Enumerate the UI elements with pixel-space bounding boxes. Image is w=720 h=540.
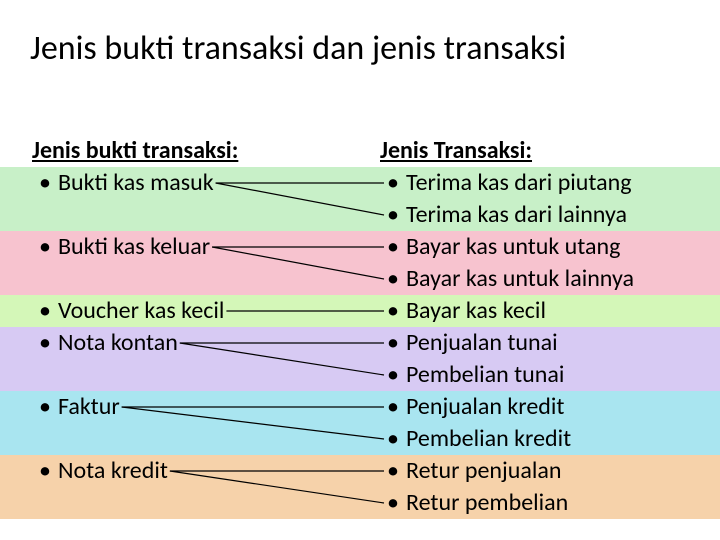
bullet-icon: • [380,423,406,455]
right-item: •Pembelian kredit [380,423,700,455]
right-column: Jenis Transaksi: •Terima kas dari piutan… [380,135,700,519]
right-item-label: Terima kas dari lainnya [406,199,627,231]
bullet-icon: • [380,263,406,295]
left-item-label: Nota kredit [58,455,168,487]
left-item: •Faktur [32,391,362,423]
left-item-label: Bukti kas keluar [58,231,210,263]
left-spacer [32,359,362,391]
right-item-label: Bayar kas untuk utang [406,231,620,263]
bullet-icon: • [380,391,406,423]
right-item-label: Retur pembelian [406,487,568,519]
right-item-label: Pembelian kredit [406,423,571,455]
left-spacer [32,423,362,455]
left-heading: Jenis bukti transaksi: [32,135,238,167]
right-item-label: Pembelian tunai [406,359,564,391]
left-item: •Nota kontan [32,327,362,359]
right-item: •Terima kas dari piutang [380,167,700,199]
bullet-icon: • [32,167,58,199]
slide-title: Jenis bukti transaksi dan jenis transaks… [30,28,566,69]
bullet-icon: • [380,327,406,359]
left-item: •Voucher kas kecil [32,295,362,327]
bullet-icon: • [380,359,406,391]
bullet-icon: • [32,455,58,487]
right-item-label: Bayar kas untuk lainnya [406,263,634,295]
right-item-label: Penjualan kredit [406,391,564,423]
right-item: •Retur pembelian [380,487,700,519]
left-column: Jenis bukti transaksi: •Bukti kas masuk•… [32,135,362,519]
bullet-icon: • [380,487,406,519]
bullet-icon: • [380,455,406,487]
right-heading: Jenis Transaksi: [380,135,532,167]
left-item-label: Bukti kas masuk [58,167,214,199]
left-item-label: Nota kontan [58,327,178,359]
slide: Jenis bukti transaksi dan jenis transaks… [0,0,720,540]
right-item: •Penjualan tunai [380,327,700,359]
bullet-icon: • [32,391,58,423]
right-item: •Bayar kas untuk lainnya [380,263,700,295]
left-item-label: Faktur [58,391,120,423]
right-item: •Penjualan kredit [380,391,700,423]
left-spacer [32,199,362,231]
bullet-icon: • [380,231,406,263]
bullet-icon: • [32,327,58,359]
right-item: •Pembelian tunai [380,359,700,391]
bullet-icon: • [32,231,58,263]
left-item: •Bukti kas keluar [32,231,362,263]
right-item: •Terima kas dari lainnya [380,199,700,231]
right-item-label: Bayar kas kecil [406,295,546,327]
left-spacer [32,263,362,295]
right-item: •Retur penjualan [380,455,700,487]
right-item-label: Penjualan tunai [406,327,558,359]
left-spacer [32,487,362,519]
bullet-icon: • [380,167,406,199]
left-item: •Nota kredit [32,455,362,487]
bullet-icon: • [380,295,406,327]
right-item-label: Retur penjualan [406,455,561,487]
right-item: •Bayar kas untuk utang [380,231,700,263]
right-item: •Bayar kas kecil [380,295,700,327]
left-item: •Bukti kas masuk [32,167,362,199]
left-item-label: Voucher kas kecil [58,295,224,327]
bullet-icon: • [32,295,58,327]
right-item-label: Terima kas dari piutang [406,167,632,199]
bullet-icon: • [380,199,406,231]
